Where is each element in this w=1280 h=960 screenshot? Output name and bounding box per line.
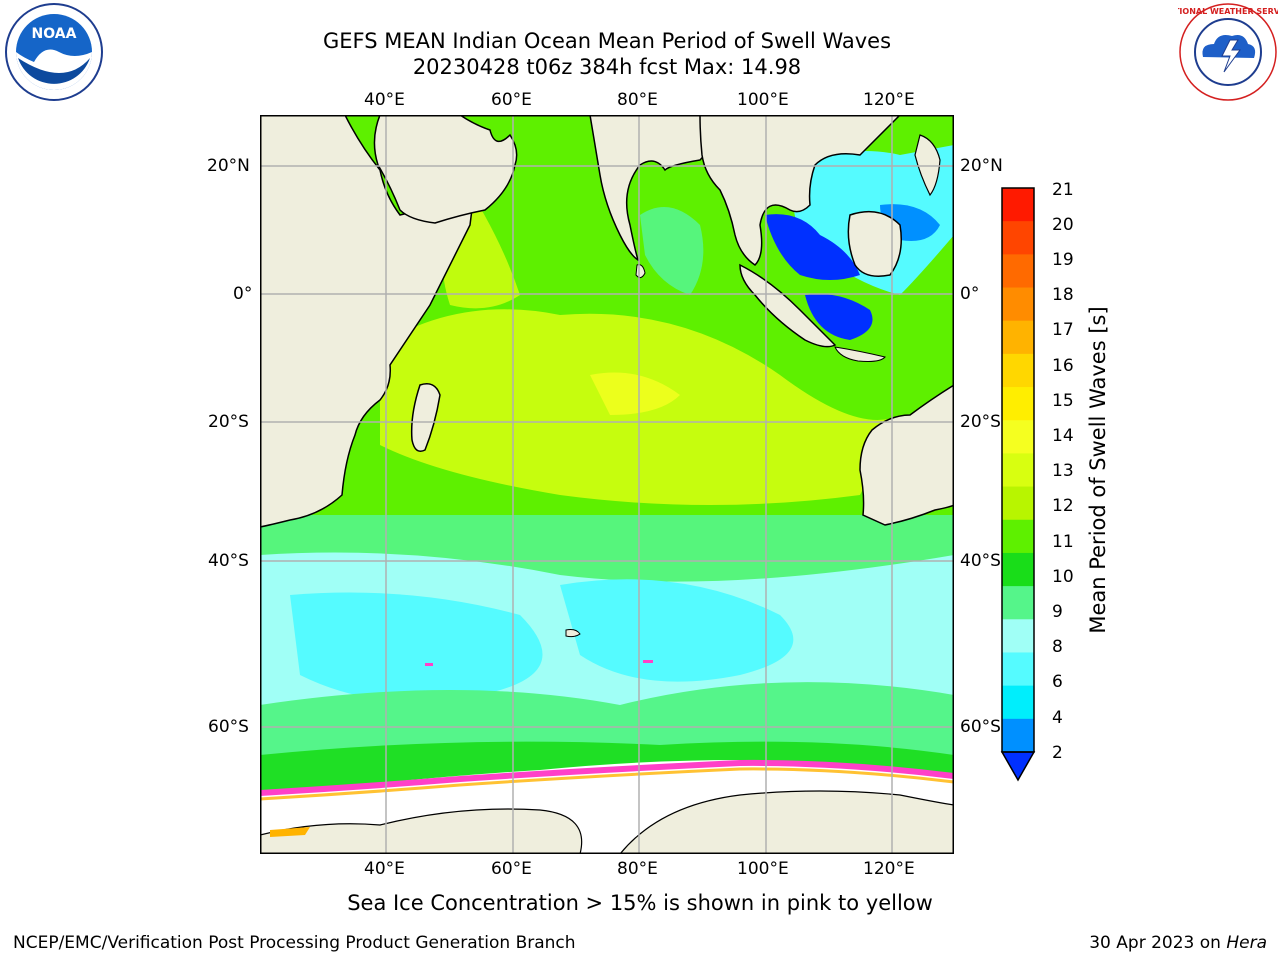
sea-ice-speck-2: [643, 660, 653, 663]
lat-tick-right-60s: 60°S: [960, 717, 1001, 737]
colorbar-segment: [1002, 254, 1034, 289]
land-borneo: [847, 210, 902, 277]
colorbar-tick-18: 18: [1052, 285, 1074, 305]
footer-machine: Hera: [1226, 933, 1267, 953]
lat-tick-right-0: 0°: [960, 284, 980, 304]
colorbar-tick-14: 14: [1052, 426, 1074, 446]
lon-tick-bottom-40e: 40°E: [364, 859, 405, 879]
land-australia: [859, 384, 954, 526]
lat-tick-left-20s: 20°S: [208, 412, 249, 432]
map-frame: [260, 115, 954, 854]
colorbar-tick-13: 13: [1052, 461, 1074, 481]
chart-title-line2: 20230428 t06z 384h fcst Max: 14.98: [412, 55, 802, 79]
lon-tick-bottom-100e: 100°E: [737, 859, 789, 879]
lon-tick-top-120e: 120°E: [863, 90, 915, 110]
colorbar-segment: [1002, 320, 1034, 355]
colorbar-segment: [1002, 685, 1034, 720]
colorbar-tick-12: 12: [1052, 496, 1074, 516]
colorbar-segment: [1002, 453, 1034, 488]
colorbar-segment: [1002, 387, 1034, 421]
colorbar-segment: [1002, 420, 1034, 454]
lon-tick-bottom-120e: 120°E: [863, 859, 915, 879]
footer-credit: NCEP/EMC/Verification Post Processing Pr…: [13, 933, 576, 953]
footer-date: 30 Apr 2023 on Hera: [1089, 933, 1267, 953]
field-max-region: [590, 372, 680, 415]
colorbar-segment: [1002, 486, 1034, 521]
colorbar-tick-2: 2: [1052, 743, 1063, 763]
field-cyan-central: [560, 579, 794, 682]
colorbar-tick-9: 9: [1052, 602, 1063, 622]
land-india: [589, 115, 721, 262]
chart-title-line1: GEFS MEAN Indian Ocean Mean Period of Sw…: [322, 29, 892, 53]
nws-logo-text: NATIONAL WEATHER SERVICE: [1178, 7, 1278, 16]
noaa-logo-text: NOAA: [32, 26, 77, 42]
colorbar-tick-15: 15: [1052, 391, 1074, 411]
colorbar-segment: [1002, 718, 1034, 753]
colorbar-segment: [1002, 552, 1034, 587]
lat-tick-right-20n: 20°N: [960, 156, 1003, 176]
colorbar-segment: [1002, 619, 1034, 653]
colorbar-segment: [1002, 287, 1034, 322]
field-cyan-west: [290, 592, 543, 702]
sea-ice-inner: [260, 767, 954, 801]
colorbar-tick-19: 19: [1052, 250, 1074, 270]
colorbar-tick-21: 21: [1052, 180, 1074, 200]
colorbar-tick-20: 20: [1052, 215, 1074, 235]
colorbar-segment: [1002, 652, 1034, 687]
nws-logo: NATIONAL WEATHER SERVICE: [1178, 3, 1278, 101]
lon-tick-bottom-60e: 60°E: [491, 859, 532, 879]
lon-tick-top-40e: 40°E: [364, 90, 405, 110]
colorbar-segments: [1002, 188, 1034, 753]
land-kerguelen: [565, 629, 581, 638]
colorbar: [1000, 187, 1036, 782]
colorbar-tick-4: 4: [1052, 708, 1063, 728]
colorbar-tick-6: 6: [1052, 672, 1063, 692]
colorbar-segment: [1002, 353, 1034, 388]
colorbar-tick-10: 10: [1052, 567, 1074, 587]
colorbar-segment: [1002, 586, 1034, 620]
land-philippines: [914, 134, 941, 197]
sea-ice-note: Sea Ice Concentration > 15% is shown in …: [347, 891, 933, 915]
lat-tick-right-20s: 20°S: [960, 412, 1001, 432]
swell-period-map: [260, 115, 954, 854]
lon-tick-top-60e: 60°E: [491, 90, 532, 110]
lon-tick-bottom-80e: 80°E: [617, 859, 658, 879]
colorbar-tick-17: 17: [1052, 320, 1074, 340]
lat-tick-left-0: 0°: [233, 284, 253, 304]
graticule: [260, 115, 954, 854]
lon-tick-top-80e: 80°E: [617, 90, 658, 110]
sea-ice-edge: [260, 759, 954, 796]
colorbar-frame: [1001, 187, 1035, 753]
land-java: [834, 346, 886, 362]
colorbar-tick-8: 8: [1052, 637, 1063, 657]
colorbar-label: Mean Period of Swell Waves [s]: [1086, 306, 1110, 634]
colorbar-tick-16: 16: [1052, 356, 1074, 376]
field-gulf-of-thailand: [765, 214, 860, 280]
colorbar-segment: [1002, 519, 1034, 554]
noaa-logo: NOAA: [5, 3, 103, 101]
field-java-sea: [805, 294, 873, 340]
sea-ice-patch: [270, 827, 310, 837]
colorbar-segment: [1002, 221, 1034, 255]
field-bay-of-bengal: [640, 207, 704, 295]
land-southeast-asia: [699, 115, 902, 266]
lat-tick-right-40s: 40°S: [960, 551, 1001, 571]
footer-date-text: 30 Apr 2023 on: [1089, 933, 1227, 953]
land-madagascar: [410, 383, 441, 452]
colorbar-tick-11: 11: [1052, 532, 1074, 552]
lat-tick-left-20n: 20°N: [207, 156, 250, 176]
lon-tick-top-100e: 100°E: [737, 90, 789, 110]
colorbar-segment: [1002, 188, 1034, 222]
sea-ice-speck-1: [425, 663, 433, 666]
colorbar-extend-arrow: [1000, 751, 1036, 782]
lat-tick-left-60s: 60°S: [208, 717, 249, 737]
lat-tick-left-40s: 40°S: [208, 551, 249, 571]
